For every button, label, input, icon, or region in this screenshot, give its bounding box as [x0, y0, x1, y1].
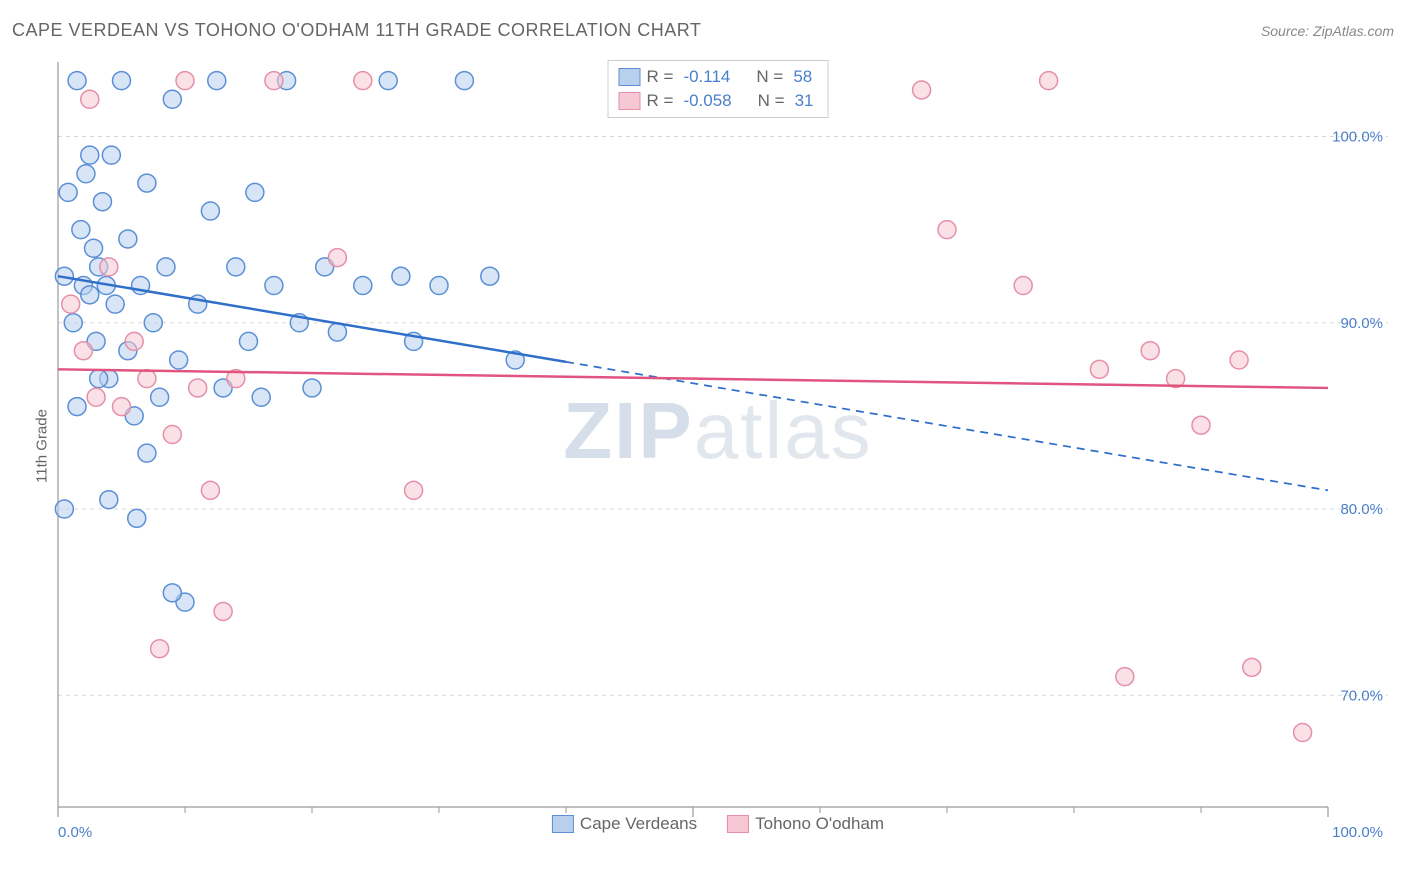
legend-swatch — [552, 815, 574, 833]
svg-text:100.0%: 100.0% — [1332, 824, 1383, 841]
stats-r-value: -0.114 — [679, 67, 734, 87]
svg-text:90.0%: 90.0% — [1340, 315, 1383, 332]
chart-title: CAPE VERDEAN VS TOHONO O'ODHAM 11TH GRAD… — [12, 20, 701, 41]
legend-label: Cape Verdeans — [580, 814, 697, 834]
svg-text:0.0%: 0.0% — [58, 824, 92, 841]
stats-r-value: -0.058 — [679, 91, 735, 111]
legend-item: Cape Verdeans — [552, 814, 697, 834]
chart-area: 0.0%100.0%70.0%80.0%90.0%100.0% ZIPatlas… — [48, 52, 1388, 842]
svg-text:80.0%: 80.0% — [1340, 501, 1383, 518]
chart-header: CAPE VERDEAN VS TOHONO O'ODHAM 11TH GRAD… — [12, 20, 1394, 41]
stats-n-value: 58 — [789, 67, 816, 87]
stats-n-label: N = — [758, 91, 785, 111]
chart-source: Source: ZipAtlas.com — [1261, 23, 1394, 39]
stats-r-label: R = — [647, 91, 674, 111]
stats-n-value: 31 — [791, 91, 818, 111]
stats-swatch — [619, 68, 641, 86]
stats-row: R =-0.058 N = 31 — [619, 89, 818, 113]
legend: Cape Verdeans Tohono O'odham — [552, 814, 884, 834]
svg-text:100.0%: 100.0% — [1332, 129, 1383, 146]
legend-swatch — [727, 815, 749, 833]
svg-text:70.0%: 70.0% — [1340, 687, 1383, 704]
legend-label: Tohono O'odham — [755, 814, 884, 834]
scatter-chart: 0.0% 100.0% 70.0% 80.0% 90.0% 100.0% — [48, 52, 1388, 842]
stats-swatch — [619, 92, 641, 110]
stats-panel: R =-0.114N =58R =-0.058N =31 — [608, 60, 829, 118]
legend-item: Tohono O'odham — [727, 814, 884, 834]
stats-row: R =-0.114 N = 58 — [619, 65, 818, 89]
stats-n-label: N = — [756, 67, 783, 87]
stats-r-label: R = — [647, 67, 674, 87]
